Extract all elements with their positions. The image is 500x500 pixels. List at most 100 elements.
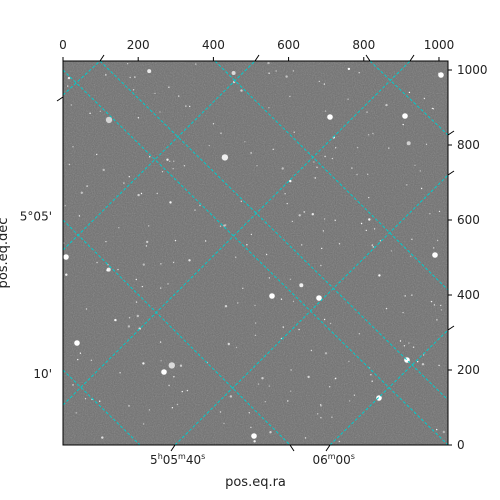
x-tick-label: 200 <box>127 38 150 52</box>
star <box>254 304 256 307</box>
star <box>356 173 358 176</box>
star <box>169 160 171 162</box>
star <box>291 220 294 223</box>
star <box>244 141 246 143</box>
star <box>89 112 91 115</box>
star <box>99 400 101 402</box>
star <box>74 340 80 346</box>
star <box>70 104 73 106</box>
star <box>229 395 233 398</box>
star <box>324 155 326 158</box>
grid-line <box>63 61 101 96</box>
star <box>317 413 319 415</box>
star <box>173 160 175 162</box>
star <box>160 287 162 289</box>
star <box>316 166 318 168</box>
star <box>106 269 109 272</box>
grid-line <box>63 369 141 445</box>
star <box>429 213 431 215</box>
star <box>410 255 412 257</box>
coordinate-grid <box>63 61 448 445</box>
star <box>331 416 333 418</box>
star <box>173 376 175 378</box>
star <box>406 184 408 186</box>
star <box>250 152 252 154</box>
star <box>304 437 307 439</box>
star <box>75 412 77 414</box>
star <box>442 430 445 434</box>
star <box>159 111 161 113</box>
grid-line <box>99 61 448 401</box>
star <box>347 67 351 71</box>
star <box>105 74 107 76</box>
star <box>286 202 288 205</box>
star <box>118 227 120 229</box>
star <box>101 436 104 439</box>
y-tick-label: 600 <box>457 213 480 227</box>
star <box>134 76 136 78</box>
star <box>235 256 237 258</box>
star <box>347 98 349 100</box>
star <box>423 354 425 356</box>
sky-noise <box>63 61 448 445</box>
star <box>371 380 373 382</box>
star <box>128 317 131 319</box>
star <box>63 254 69 260</box>
star <box>145 245 148 247</box>
star <box>423 97 426 100</box>
grid-line <box>63 219 291 445</box>
star <box>188 259 191 262</box>
grid-edge-tick <box>56 96 64 102</box>
star <box>154 92 156 95</box>
star <box>402 311 404 314</box>
star <box>417 361 419 363</box>
star <box>86 185 88 187</box>
star <box>321 247 323 250</box>
grid-edge-tick <box>289 444 295 452</box>
star <box>404 295 406 297</box>
grid-edge-tick <box>254 54 260 62</box>
star <box>436 239 439 242</box>
star <box>310 349 313 352</box>
star <box>253 440 256 443</box>
star <box>194 209 196 211</box>
y-axis-label: pos.eq.dec <box>0 218 11 289</box>
star <box>399 340 402 342</box>
grid-edge-tick <box>325 444 331 452</box>
star <box>433 304 436 306</box>
star <box>268 72 270 74</box>
star <box>67 76 71 80</box>
star <box>358 72 360 74</box>
star <box>431 107 434 110</box>
star <box>348 360 350 363</box>
star <box>371 244 373 246</box>
star <box>221 154 229 161</box>
star <box>372 246 374 248</box>
star <box>335 377 337 379</box>
star <box>142 263 145 266</box>
star <box>329 386 331 388</box>
y-tick-label: 800 <box>457 138 480 152</box>
star <box>68 163 71 166</box>
grid-edge-tick <box>99 54 105 62</box>
star <box>117 268 119 271</box>
star <box>323 218 326 220</box>
star <box>79 352 82 354</box>
star <box>181 390 183 393</box>
star <box>298 328 300 331</box>
star <box>366 111 368 113</box>
star <box>80 191 84 194</box>
star <box>128 176 130 178</box>
star <box>331 157 334 160</box>
star <box>148 409 151 411</box>
star <box>338 243 341 245</box>
grid-line <box>63 61 411 406</box>
star <box>84 398 87 400</box>
y-tick-label: 1000 <box>457 63 488 77</box>
star <box>67 85 69 87</box>
star <box>199 204 201 207</box>
grid-edge-tick <box>447 325 455 331</box>
star <box>265 253 268 256</box>
star <box>290 369 292 371</box>
star <box>256 165 258 167</box>
